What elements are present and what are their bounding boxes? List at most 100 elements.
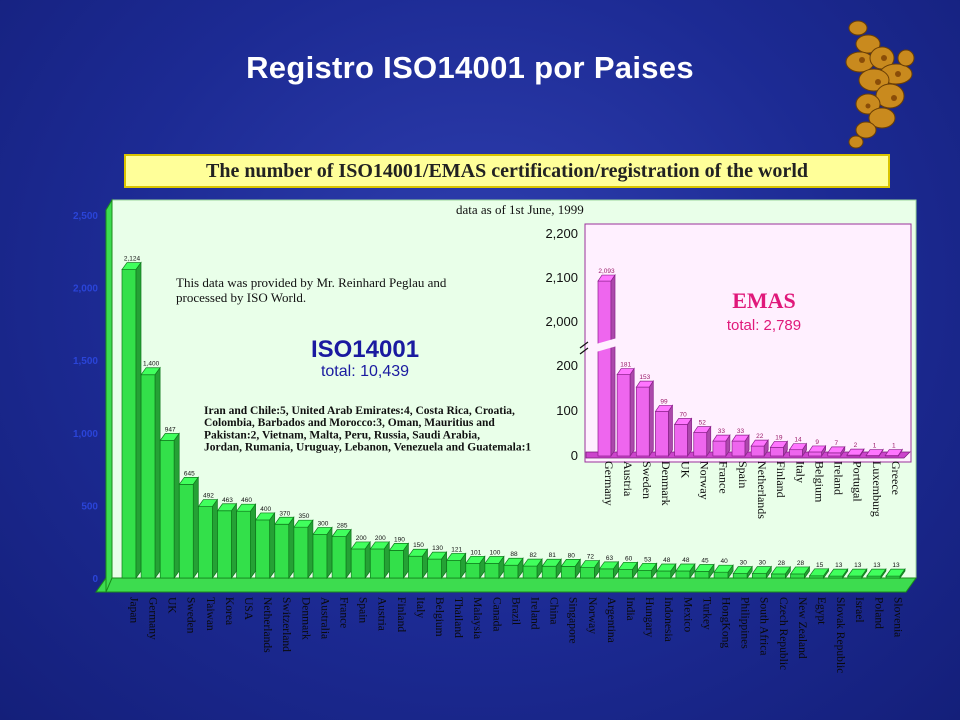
iso-value-label: 947 — [165, 426, 176, 433]
source-note-line2: processed by ISO World. — [176, 290, 306, 305]
iso-category-label: Singapore — [567, 597, 579, 644]
iso-category-label: Hungary — [643, 597, 655, 637]
iso-title: ISO14001 — [311, 336, 419, 363]
iso-value-label: 492 — [203, 493, 214, 500]
emas-category-label: Portugal — [851, 461, 865, 502]
iso-value-label: 82 — [529, 552, 537, 559]
emas-total: total: 2,789 — [727, 317, 801, 334]
emas-ytick-label: 200 — [556, 358, 578, 373]
iso-bar-italy — [407, 548, 429, 580]
iso-category-label: Argentina — [605, 597, 617, 643]
iso-category-label: Germany — [146, 597, 158, 640]
iso-category-label: Finland — [395, 597, 407, 632]
slide-title: Registro ISO14001 por Paises — [246, 50, 694, 85]
iso-value-label: 200 — [375, 535, 386, 542]
iso-category-label: Belgium — [433, 597, 445, 637]
iso-bar-south-africa — [751, 565, 772, 580]
iso-bar-singapore — [560, 558, 581, 580]
iso-value-label: 13 — [892, 562, 900, 569]
emas-bar-spain — [731, 433, 750, 458]
iso-category-label: Switzerland — [280, 597, 292, 652]
emas-ytick-label: 0 — [571, 448, 578, 463]
iso-bar-china — [541, 558, 562, 580]
emas-category-label: Spain — [736, 461, 750, 488]
emas-value-label: 19 — [775, 434, 783, 441]
iso-value-label: 370 — [279, 510, 290, 517]
iso-bar-ireland — [522, 558, 543, 580]
iso-bar-israel — [847, 568, 868, 580]
iso-bar-france — [331, 528, 352, 580]
emas-value-label: 9 — [815, 439, 819, 446]
iso-bar-belgium — [426, 551, 448, 580]
iso-bar-indonesia — [656, 562, 677, 580]
iso-category-label: South Africa — [758, 597, 770, 655]
iso-value-label: 28 — [797, 560, 805, 567]
iso-category-label: Israel — [853, 597, 865, 623]
iso-category-label: Ireland — [528, 597, 540, 630]
iso-category-label: Mexico — [681, 597, 693, 632]
emas-bar-italy — [788, 442, 808, 458]
iso-bar-austria — [369, 540, 390, 580]
iso-value-label: 150 — [413, 542, 424, 549]
iso-category-label: Thailand — [452, 597, 464, 638]
iso-bar-denmark — [293, 519, 314, 580]
emas-bar-uk — [673, 417, 693, 458]
emas-category-label: UK — [678, 461, 692, 479]
emas-category-label: Netherlands — [755, 461, 769, 519]
iso-category-label: India — [624, 597, 636, 621]
footnote-line: Pakistan:2, Vietnam, Malta, Peru, Russia… — [204, 429, 480, 441]
iso-bar-india — [617, 561, 639, 580]
iso-bar-egypt — [808, 567, 830, 580]
iso-bar-mexico — [675, 562, 696, 580]
emas-value-label: 33 — [737, 428, 745, 435]
chart-banner: The number of ISO14001/EMAS certificatio… — [124, 154, 890, 188]
emas-category-label: Ireland — [832, 461, 846, 495]
iso-category-label: Netherlands — [261, 597, 273, 653]
iso-bar-finland — [388, 542, 410, 580]
footnote-line: Iran and Chile:5, United Arab Emirates:4… — [204, 405, 515, 417]
iso-value-label: 400 — [260, 506, 271, 513]
emas-title: EMAS — [732, 288, 796, 313]
iso-bar-philippines — [732, 565, 753, 580]
iso-value-label: 463 — [222, 497, 233, 504]
source-note-line1: This data was provided by Mr. Reinhard P… — [176, 275, 447, 290]
footnote-line: Jordan, Rumania, Uruguay, Lebanon, Venez… — [204, 442, 531, 454]
iso-value-label: 200 — [356, 535, 367, 542]
iso-bar-czech-republic — [770, 565, 792, 580]
iso-category-label: Norway — [586, 597, 598, 634]
iso-category-label: Indonesia — [662, 597, 674, 642]
iso-category-label: Denmark — [299, 597, 311, 640]
iso-bar-malaysia — [465, 555, 486, 580]
iso-value-label: 285 — [337, 523, 348, 530]
iso-category-label: Italy — [414, 597, 426, 618]
emas-category-label: Austria — [621, 461, 635, 497]
emas-value-label: 22 — [756, 433, 764, 440]
iso-category-label: HongKong — [719, 597, 731, 648]
iso-category-label: Philippines — [739, 597, 751, 649]
iso-category-label: Spain — [357, 597, 369, 623]
emas-category-label: Sweden — [640, 461, 654, 499]
iso-value-label: 15 — [816, 562, 824, 569]
iso-value-label: 48 — [663, 557, 671, 564]
emas-category-label: Italy — [793, 461, 807, 483]
iso-value-label: 88 — [510, 551, 518, 558]
iso-value-label: 645 — [184, 470, 195, 477]
iso-value-label: 101 — [470, 549, 481, 556]
iso-category-label: Slovenia — [891, 597, 903, 637]
iso-bar-thailand — [446, 552, 467, 580]
iso-value-label: 13 — [835, 562, 843, 569]
iso-ytick-label: 500 — [81, 501, 98, 512]
emas-bar-netherlands — [750, 438, 769, 458]
iso-value-label: 40 — [720, 558, 728, 565]
iso-category-label: Sweden — [185, 597, 197, 634]
dendrite-mineral-icon — [845, 20, 915, 149]
iso-bar-poland — [866, 568, 887, 580]
iso-category-label: Austria — [376, 597, 388, 631]
iso-value-label: 28 — [778, 560, 786, 567]
iso-category-label: USA — [242, 597, 254, 621]
iso-ytick-label: 1,000 — [73, 429, 98, 440]
iso-category-label: Australia — [318, 597, 330, 639]
iso-ytick-label: 0 — [92, 574, 98, 585]
iso-bar-uk — [159, 432, 180, 580]
iso-category-label: Slovak Republic — [834, 597, 846, 673]
